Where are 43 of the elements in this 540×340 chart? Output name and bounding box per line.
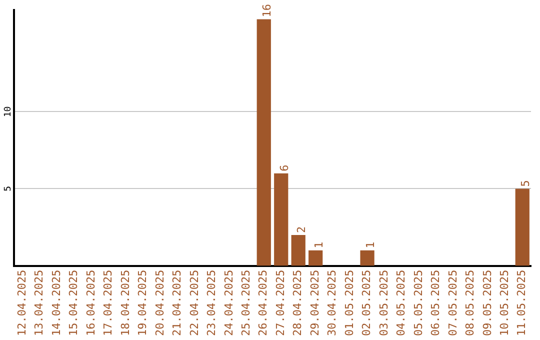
x-tick-label: 14.04.2025 — [50, 270, 63, 336]
bar — [291, 234, 306, 266]
x-tick-label: 17.04.2025 — [102, 270, 115, 336]
x-tick-label: 03.05.2025 — [377, 270, 390, 336]
y-tick-label: 10 — [3, 106, 14, 118]
x-tick-label: 07.05.2025 — [446, 270, 460, 336]
data-label: 5 — [519, 180, 532, 187]
x-tick-label: 23.04.2025 — [205, 270, 218, 336]
bar — [515, 188, 530, 266]
x-tick-label: 28.04.2025 — [291, 270, 304, 336]
bar — [274, 173, 288, 266]
x-tick-label: 25.04.2025 — [240, 270, 253, 336]
x-tick-label: 27.04.2025 — [274, 270, 287, 336]
x-tick-label: 10.05.2025 — [498, 270, 512, 336]
x-tick-label: 26.04.2025 — [256, 270, 270, 336]
x-tick-label: 02.05.2025 — [360, 270, 374, 336]
x-tick-label: 01.05.2025 — [342, 270, 356, 336]
x-tick-label: 29.04.2025 — [308, 270, 322, 336]
x-tick-label: 08.05.2025 — [464, 270, 477, 336]
bar — [308, 250, 323, 266]
data-label: 2 — [295, 226, 308, 233]
x-tick-label: 11.05.2025 — [515, 270, 528, 336]
x-tick-label: 30.04.2025 — [326, 270, 339, 336]
x-tick-label: 06.05.2025 — [429, 270, 442, 336]
x-tick-label: 04.05.2025 — [394, 270, 408, 336]
x-tick-label: 24.04.2025 — [222, 270, 236, 336]
data-label: 6 — [278, 164, 291, 172]
x-tick-label: 05.05.2025 — [412, 270, 425, 336]
x-tick-label: 19.04.2025 — [136, 270, 150, 336]
bar — [360, 250, 374, 266]
data-label: 1 — [364, 242, 378, 248]
x-tick-label: 20.04.2025 — [153, 270, 166, 336]
x-tick-label: 21.04.2025 — [170, 270, 184, 336]
x-tick-label: 09.05.2025 — [480, 270, 494, 336]
x-tick-label: 22.04.2025 — [188, 270, 201, 336]
data-label: 16 — [260, 4, 274, 18]
x-tick-label: 12.04.2025 — [15, 270, 28, 336]
bar — [256, 19, 271, 266]
x-tick-label: 15.04.2025 — [67, 270, 80, 336]
x-tick-label: 13.04.2025 — [32, 270, 46, 336]
data-label: 1 — [312, 242, 326, 248]
x-tick-label: 18.04.2025 — [118, 270, 132, 336]
x-tick-label: 16.04.2025 — [84, 270, 98, 336]
